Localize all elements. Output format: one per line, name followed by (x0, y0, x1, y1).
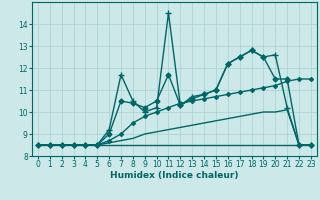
X-axis label: Humidex (Indice chaleur): Humidex (Indice chaleur) (110, 171, 239, 180)
